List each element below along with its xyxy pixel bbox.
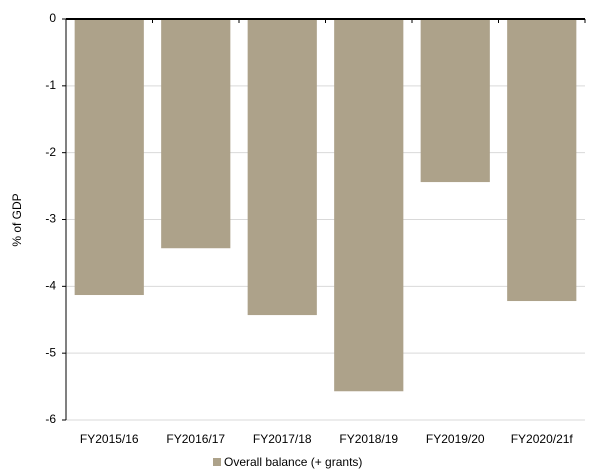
x-tick-label: FY2016/17 [166,432,225,446]
x-tick-label: FY2018/19 [339,432,398,446]
x-tick-label: FY2015/16 [80,432,139,446]
y-tick-label: -3 [45,212,56,226]
x-tick-label: FY2017/18 [253,432,312,446]
x-tick-label: FY2019/20 [426,432,485,446]
y-tick-label: -2 [45,145,56,159]
y-tick-label: -6 [45,412,56,426]
y-axis-label: % of GDP [10,193,24,246]
bar [420,19,490,183]
bar [161,19,231,249]
y-tick-label: 0 [49,11,56,25]
bar [74,19,144,296]
bar [507,19,577,302]
bar [247,19,317,316]
y-tick-label: -5 [45,345,56,359]
legend-swatch [213,458,221,466]
y-tick-label: -1 [45,78,56,92]
x-tick-label: FY2020/21f [511,432,574,446]
bar [334,19,404,392]
legend-label: Overall balance (+ grants) [224,455,362,469]
y-tick-label: -4 [45,279,56,293]
